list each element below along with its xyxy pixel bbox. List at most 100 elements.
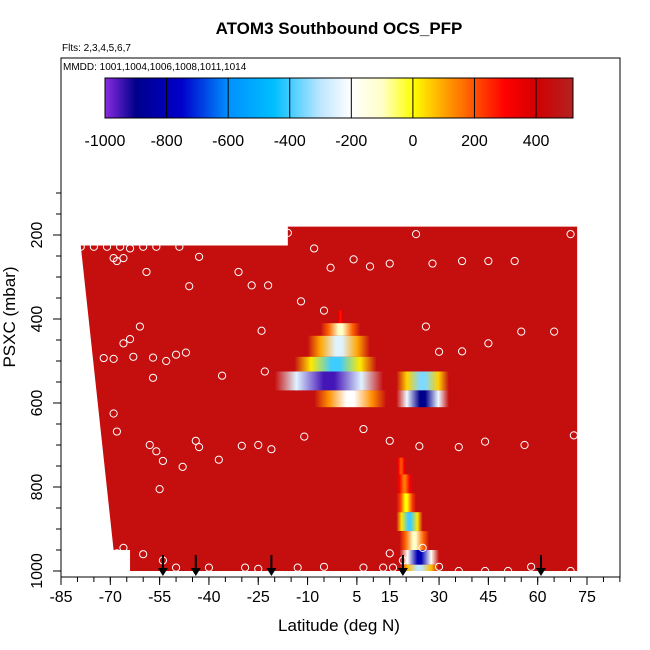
sample-point bbox=[566, 230, 575, 239]
sample-point bbox=[119, 254, 128, 263]
sample-point bbox=[217, 371, 227, 380]
sample-point bbox=[204, 563, 214, 572]
sample-point bbox=[181, 348, 191, 357]
sample-point bbox=[385, 436, 394, 445]
sample-point bbox=[145, 440, 154, 450]
sample-point bbox=[319, 306, 329, 315]
sample-point bbox=[283, 228, 292, 237]
x-tick-label: 5 bbox=[352, 589, 361, 606]
sample-point bbox=[247, 281, 256, 290]
arrow-head bbox=[535, 568, 546, 576]
sample-point bbox=[484, 256, 493, 266]
sample-point bbox=[421, 322, 431, 331]
sample-point bbox=[454, 443, 463, 452]
y-tick-label: 600 bbox=[29, 390, 46, 417]
sample-point bbox=[185, 282, 194, 291]
arrow-head bbox=[157, 568, 168, 576]
anomaly-band bbox=[337, 310, 344, 324]
sample-point bbox=[267, 445, 276, 454]
arrow-head bbox=[190, 568, 201, 576]
sample-point bbox=[152, 447, 161, 456]
anomaly-band bbox=[396, 371, 449, 391]
anomaly-band bbox=[396, 390, 449, 408]
sample-point bbox=[349, 255, 358, 264]
sample-point bbox=[148, 373, 158, 382]
sample-point bbox=[484, 339, 493, 348]
anomaly-band bbox=[314, 390, 387, 408]
sample-point bbox=[148, 353, 158, 362]
x-tick-label: -70 bbox=[99, 589, 122, 606]
anomaly-band bbox=[396, 493, 417, 513]
anomaly-band bbox=[274, 371, 384, 391]
sample-point bbox=[428, 259, 437, 268]
sample-point bbox=[293, 563, 302, 572]
x-tick-label: 30 bbox=[430, 589, 448, 606]
sample-point bbox=[260, 367, 269, 376]
y-tick-label: 400 bbox=[29, 306, 46, 333]
colorbar-gradient bbox=[104, 77, 574, 119]
arrow-markers bbox=[157, 555, 546, 576]
sample-point bbox=[310, 244, 319, 253]
x-axis-label: Latitude (deg N) bbox=[278, 616, 400, 635]
sample-point bbox=[257, 326, 266, 335]
sample-point bbox=[388, 563, 398, 572]
sample-point bbox=[457, 347, 467, 356]
x-axis: -85 -70 -55 -40 -25 -10 5 15 30 45 60 75 bbox=[49, 577, 621, 606]
colorbar: -1000 -800 -600 -400 -200 0 200 400 bbox=[85, 77, 574, 150]
sample-point bbox=[112, 427, 121, 436]
sample-point bbox=[99, 353, 108, 363]
x-tick-label: -25 bbox=[247, 589, 270, 606]
sample-point bbox=[119, 543, 128, 553]
anomaly-band bbox=[320, 323, 361, 336]
sample-point bbox=[237, 441, 246, 450]
sample-point bbox=[171, 350, 181, 359]
data-field bbox=[80, 226, 578, 571]
colorbar-tick-label: 0 bbox=[408, 133, 417, 150]
sample-point bbox=[359, 563, 368, 572]
sample-point bbox=[520, 440, 529, 450]
y-tick-label: 200 bbox=[29, 222, 46, 249]
sample-point bbox=[296, 297, 306, 306]
sample-point bbox=[102, 242, 112, 251]
sample-point bbox=[434, 347, 444, 356]
sample-point bbox=[527, 562, 536, 571]
sample-point bbox=[139, 550, 148, 559]
sample-point bbox=[129, 352, 138, 361]
y-tick-label: 800 bbox=[29, 474, 46, 501]
arrow-head bbox=[397, 568, 408, 576]
sample-point bbox=[326, 263, 335, 272]
sample-point bbox=[112, 256, 121, 266]
sample-point bbox=[569, 431, 578, 440]
x-tick-label: 15 bbox=[381, 589, 399, 606]
sample-point bbox=[119, 339, 128, 348]
sample-point bbox=[135, 322, 144, 331]
sample-point bbox=[125, 335, 135, 344]
sample-point bbox=[480, 566, 490, 576]
sample-point bbox=[385, 549, 394, 558]
sample-point bbox=[162, 356, 171, 366]
sample-point bbox=[76, 242, 85, 251]
sample-point bbox=[194, 443, 204, 452]
anomaly-band bbox=[294, 356, 377, 372]
colorbar-tick-label: -400 bbox=[274, 133, 306, 150]
colorbar-tick-label: -600 bbox=[212, 133, 244, 150]
sample-point bbox=[359, 424, 368, 434]
sample-point bbox=[264, 281, 273, 290]
sample-point bbox=[434, 562, 444, 571]
sample-point bbox=[125, 244, 135, 253]
arrow-head bbox=[266, 568, 277, 576]
sample-point bbox=[454, 566, 463, 576]
x-tick-label: 60 bbox=[529, 589, 547, 606]
sample-point bbox=[175, 242, 184, 251]
sample-point bbox=[457, 256, 467, 266]
sample-point bbox=[415, 442, 424, 451]
sample-point bbox=[566, 566, 575, 576]
anomaly-band bbox=[396, 512, 423, 532]
sample-point bbox=[418, 543, 427, 553]
sample-point bbox=[194, 252, 204, 261]
anomaly-band bbox=[396, 457, 407, 475]
sample-point bbox=[109, 409, 118, 418]
sample-point bbox=[480, 437, 490, 446]
dates-subtitle: MMDD: 1001,1004,1006,1008,1011,1014 bbox=[63, 62, 247, 73]
